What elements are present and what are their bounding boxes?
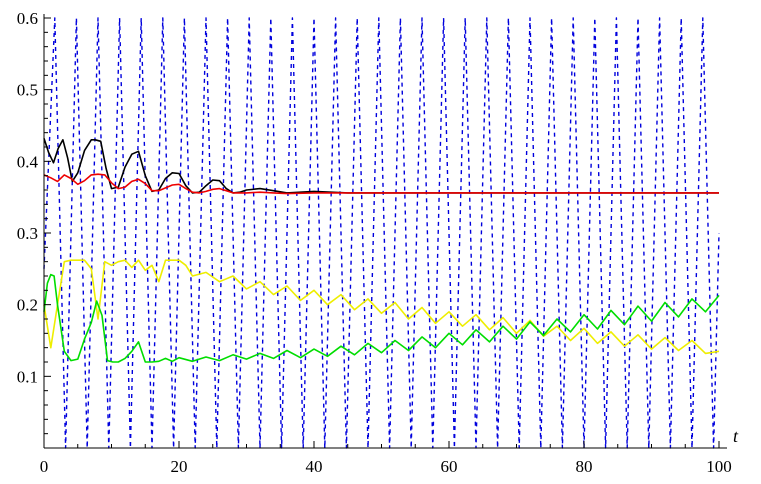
series-line-4 xyxy=(43,273,720,363)
series-line-1 xyxy=(43,138,719,194)
x-tick-label: 60 xyxy=(441,457,458,476)
y-tick-label: 0.3 xyxy=(17,224,38,243)
y-tick-label: 0.6 xyxy=(17,9,38,28)
x-ticks: 0 20 40 60 80 100 xyxy=(40,441,732,476)
y-tick-label: 0.4 xyxy=(17,152,39,171)
y-tick-label: 0.2 xyxy=(17,296,38,315)
axes xyxy=(43,14,727,449)
plot-lines xyxy=(43,17,720,449)
x-tick-label: 20 xyxy=(171,457,188,476)
series-line-2 xyxy=(43,173,719,195)
x-tick-label: 100 xyxy=(706,457,732,476)
y-ticks: 0.1 0.2 0.3 0.4 0.5 0.6 xyxy=(17,9,51,449)
series-line-0 xyxy=(43,17,720,449)
x-tick-label: 0 xyxy=(40,457,49,476)
y-tick-label: 0.5 xyxy=(17,81,38,100)
y-tick-label: 0.1 xyxy=(17,367,38,386)
x-tick-label: 80 xyxy=(576,457,593,476)
x-axis-title: t xyxy=(733,426,739,446)
x-tick-label: 40 xyxy=(306,457,323,476)
series-line-3 xyxy=(43,259,720,355)
